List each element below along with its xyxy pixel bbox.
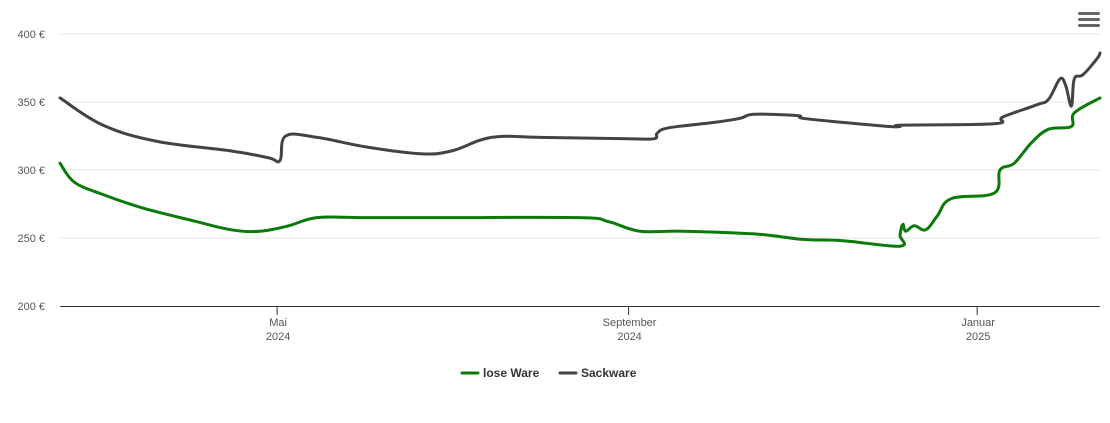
x-axis: Mai 2024 September 2024 Januar 2025 <box>60 306 1100 343</box>
legend-label: lose Ware <box>483 366 540 380</box>
x-tick-label-month: Mai <box>269 317 287 329</box>
x-tick-label-month: September <box>603 317 657 329</box>
hamburger-menu-icon[interactable] <box>1078 12 1100 32</box>
y-tick-label: 300 € <box>17 165 45 177</box>
grid-lines <box>60 33 1100 239</box>
x-tick-label-year: 2024 <box>266 331 290 343</box>
series-line-lose-ware <box>58 96 1102 248</box>
x-tick-label-year: 2024 <box>617 331 641 343</box>
legend-item-lose-ware[interactable]: lose Ware <box>460 366 540 380</box>
y-tick-label: 250 € <box>17 233 45 245</box>
legend-label: Sackware <box>581 366 637 380</box>
x-tick-label-year: 2025 <box>966 331 990 343</box>
y-tick-label: 200 € <box>17 301 45 313</box>
legend[interactable]: lose Ware Sackware <box>460 366 637 380</box>
y-tick-label: 400 € <box>17 29 45 41</box>
legend-item-sackware[interactable]: Sackware <box>558 366 637 380</box>
y-axis: 200 € 250 € 300 € 350 € 400 € <box>17 29 45 313</box>
series-line-sackware <box>58 51 1102 164</box>
x-tick-label-month: Januar <box>961 317 995 329</box>
series-lines <box>58 51 1102 248</box>
y-tick-label: 350 € <box>17 97 45 109</box>
